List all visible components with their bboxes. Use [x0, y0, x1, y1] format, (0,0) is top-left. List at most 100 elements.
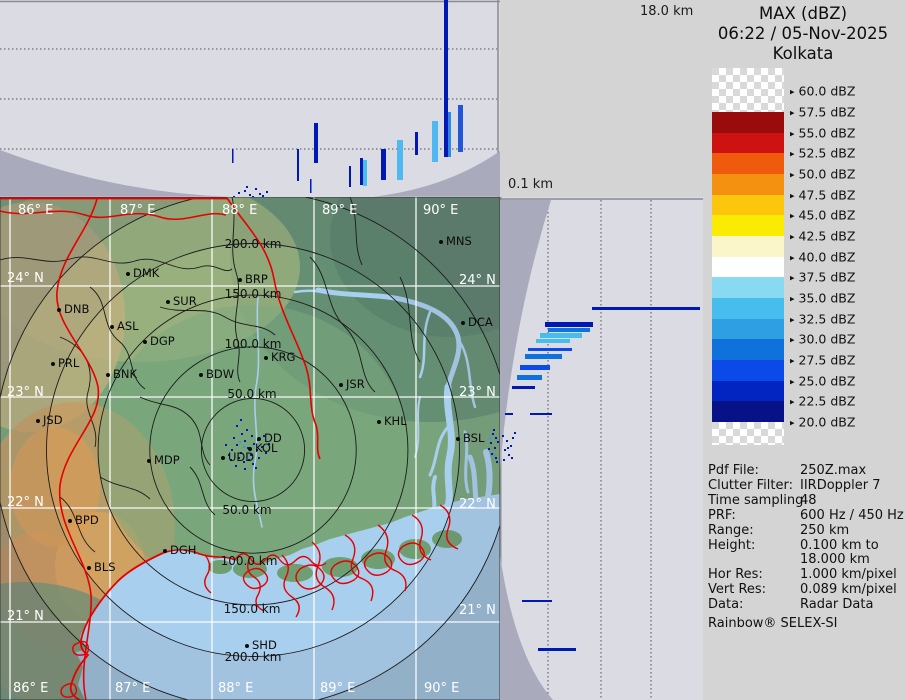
scale-swatch: [712, 153, 784, 174]
echo-speck: [255, 467, 257, 469]
range-shading: [0, 191, 512, 700]
threshold-text: 27.5 dBZ: [798, 352, 856, 368]
echo-speck: [243, 461, 245, 463]
scale-threshold-label: ▸ 42.5 dBZ: [790, 229, 855, 244]
scale-threshold-label: ▸ 20.0 dBZ: [790, 415, 855, 430]
metadata-value: 18.000 km: [800, 552, 870, 568]
echo-speck: [491, 453, 493, 455]
threshold-text: 47.5 dBZ: [798, 187, 856, 203]
echo-speck: [235, 465, 237, 467]
echo-bar: [415, 132, 418, 155]
echo-speck: [495, 437, 497, 439]
scale-swatch: [712, 256, 784, 278]
echo-bar: [349, 166, 351, 187]
arrow-right-icon: ▸: [790, 232, 795, 243]
echo-speck: [495, 457, 497, 459]
product-datetime: 06:22 / 05-Nov-2025: [717, 24, 889, 43]
metadata-label: Pdf File:: [708, 463, 759, 478]
scale-swatch: [712, 339, 784, 361]
echo-speck: [249, 194, 251, 196]
echo-speck: [503, 459, 505, 461]
echo-specks: [502, 432, 516, 461]
echo-speck: [236, 425, 238, 427]
software-branding: Rainbow® SELEX-SI: [708, 616, 838, 632]
district-boundaries: [0, 196, 421, 553]
echo-speck: [225, 444, 227, 446]
echo-bar: [540, 333, 582, 338]
sea: [76, 494, 500, 700]
scale-swatch: [712, 277, 784, 299]
scale-swatch: [712, 318, 784, 340]
echo-speck: [511, 457, 513, 459]
echo-speck: [244, 190, 246, 192]
echo-speck: [258, 457, 260, 459]
echo-speck: [504, 449, 506, 451]
metadata-label: Clutter Filter:: [708, 477, 793, 493]
echo-speck: [246, 429, 248, 431]
echo-speck: [230, 459, 232, 461]
arrow-right-icon: ▸: [790, 315, 795, 326]
scale-swatch-below-min: [712, 422, 784, 446]
echo-speck: [494, 447, 496, 449]
echo-speck: [241, 433, 243, 435]
echo-speck: [240, 419, 242, 421]
scale-swatch: [712, 236, 784, 257]
echo-speck: [255, 188, 257, 190]
echo-speck: [502, 435, 504, 437]
threshold-text: 22.5 dBZ: [798, 393, 856, 409]
scale-threshold-label: ▸ 57.5 dBZ: [790, 105, 855, 120]
radar-map-panel: DMK DNB SUR ASL DGP PRL BNK BDW KRG BRP MNS DCA JSR K…: [0, 92, 630, 700]
echo-bar: [397, 140, 403, 180]
echo-speck: [244, 440, 246, 442]
arrow-right-icon: ▸: [790, 253, 795, 264]
echo-speck: [238, 192, 240, 194]
echo-speck: [512, 437, 514, 439]
map-canvas: [0, 92, 630, 700]
metadata-value: 600 Hz / 450 Hz: [800, 507, 904, 523]
echo-bar: [505, 413, 513, 415]
arrow-right-icon: ▸: [790, 211, 795, 222]
height-axis-min-label: 0.1 km: [508, 177, 553, 192]
scale-threshold-label: ▸ 30.0 dBZ: [790, 332, 855, 347]
echo-speck: [259, 193, 261, 195]
scale-swatch: [712, 360, 784, 381]
echo-speck: [233, 437, 235, 439]
echo-bar: [530, 413, 552, 415]
echo-speck: [250, 454, 252, 456]
echo-speck: [249, 450, 251, 452]
echo-bar: [548, 328, 590, 332]
scale-swatch: [712, 174, 784, 195]
metadata-label: Time sampling:: [708, 492, 808, 508]
echo-speck: [496, 461, 498, 463]
metadata-value: 1.000 km/pixel: [800, 567, 897, 583]
echo-speck: [493, 429, 495, 431]
threshold-text: 40.0 dBZ: [798, 249, 856, 265]
echo-bar: [522, 600, 552, 602]
echo-speck: [492, 433, 494, 435]
echo-speck: [240, 452, 242, 454]
sundarbans-red-outlines: [60, 504, 459, 698]
echo-speck: [265, 452, 267, 454]
threshold-text: 42.5 dBZ: [798, 228, 856, 244]
arrow-right-icon: ▸: [790, 129, 795, 140]
echo-speck: [243, 446, 245, 448]
echo-speck: [506, 440, 508, 442]
echo-speck: [508, 454, 510, 456]
arrow-right-icon: ▸: [790, 149, 795, 160]
echo-bar: [545, 322, 593, 327]
echo-speck: [239, 441, 241, 443]
echo-speck: [490, 442, 492, 444]
scale-threshold-label: ▸ 40.0 dBZ: [790, 249, 855, 264]
scale-swatch: [712, 112, 784, 133]
echo-bar: [314, 123, 318, 163]
echo-speck: [246, 186, 248, 188]
scale-threshold-label: ▸ 25.0 dBZ: [790, 373, 855, 388]
echo-speck: [252, 463, 254, 465]
threshold-text: 45.0 dBZ: [798, 207, 856, 223]
top-height-profile-panel: [0, 0, 500, 198]
metadata-label: Hor Res:: [708, 567, 763, 583]
red-boundaries: [0, 197, 321, 700]
threshold-text: 57.5 dBZ: [798, 104, 856, 120]
metadata-row: Vert Res: 0.089 km/pixel: [708, 582, 906, 598]
